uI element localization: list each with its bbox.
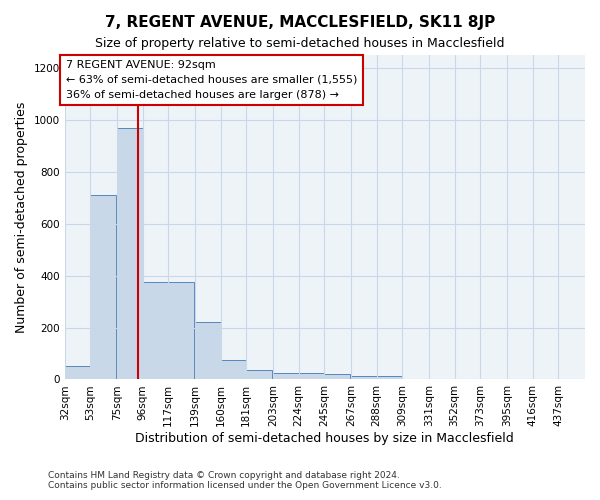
Text: 7, REGENT AVENUE, MACCLESFIELD, SK11 8JP: 7, REGENT AVENUE, MACCLESFIELD, SK11 8JP <box>105 15 495 30</box>
Text: Contains HM Land Registry data © Crown copyright and database right 2024.
Contai: Contains HM Land Registry data © Crown c… <box>48 470 442 490</box>
Bar <box>90 195 116 380</box>
Y-axis label: Number of semi-detached properties: Number of semi-detached properties <box>15 102 28 333</box>
Bar <box>143 282 168 380</box>
Bar <box>351 376 377 380</box>
Bar <box>168 282 194 380</box>
Bar <box>377 376 402 380</box>
Bar <box>324 374 350 380</box>
X-axis label: Distribution of semi-detached houses by size in Macclesfield: Distribution of semi-detached houses by … <box>136 432 514 445</box>
Bar <box>221 360 246 380</box>
Bar <box>299 373 324 380</box>
Bar <box>195 322 221 380</box>
Text: Size of property relative to semi-detached houses in Macclesfield: Size of property relative to semi-detach… <box>95 38 505 51</box>
Bar <box>246 370 272 380</box>
Bar <box>65 366 90 380</box>
Text: 7 REGENT AVENUE: 92sqm
← 63% of semi-detached houses are smaller (1,555)
36% of : 7 REGENT AVENUE: 92sqm ← 63% of semi-det… <box>66 60 357 100</box>
Bar <box>117 128 143 380</box>
Bar <box>273 373 299 380</box>
